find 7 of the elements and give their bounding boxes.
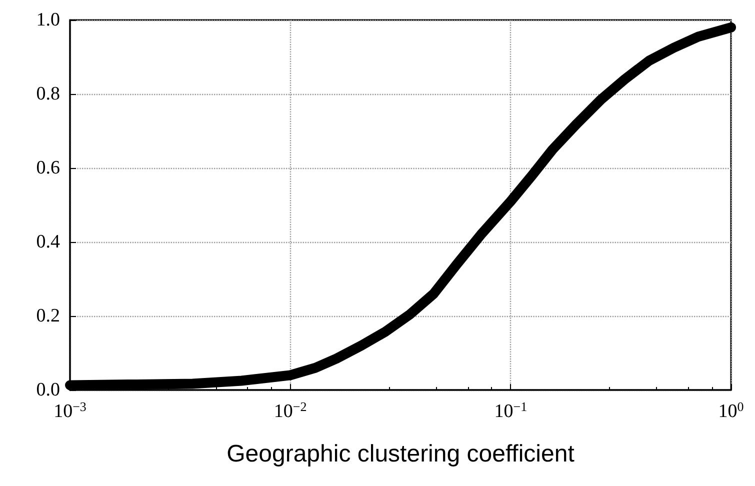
y-tick-label: 0.0 <box>36 380 60 400</box>
y-tick-label: 1.0 <box>36 10 60 30</box>
y-tick-label: 0.6 <box>36 158 60 178</box>
y-tick-label: 0.4 <box>36 232 60 252</box>
y-tick-label: 0.2 <box>36 306 60 326</box>
y-tick-label: 0.8 <box>36 84 60 104</box>
x-axis-title: Geographic clustering coefficient <box>226 440 575 468</box>
